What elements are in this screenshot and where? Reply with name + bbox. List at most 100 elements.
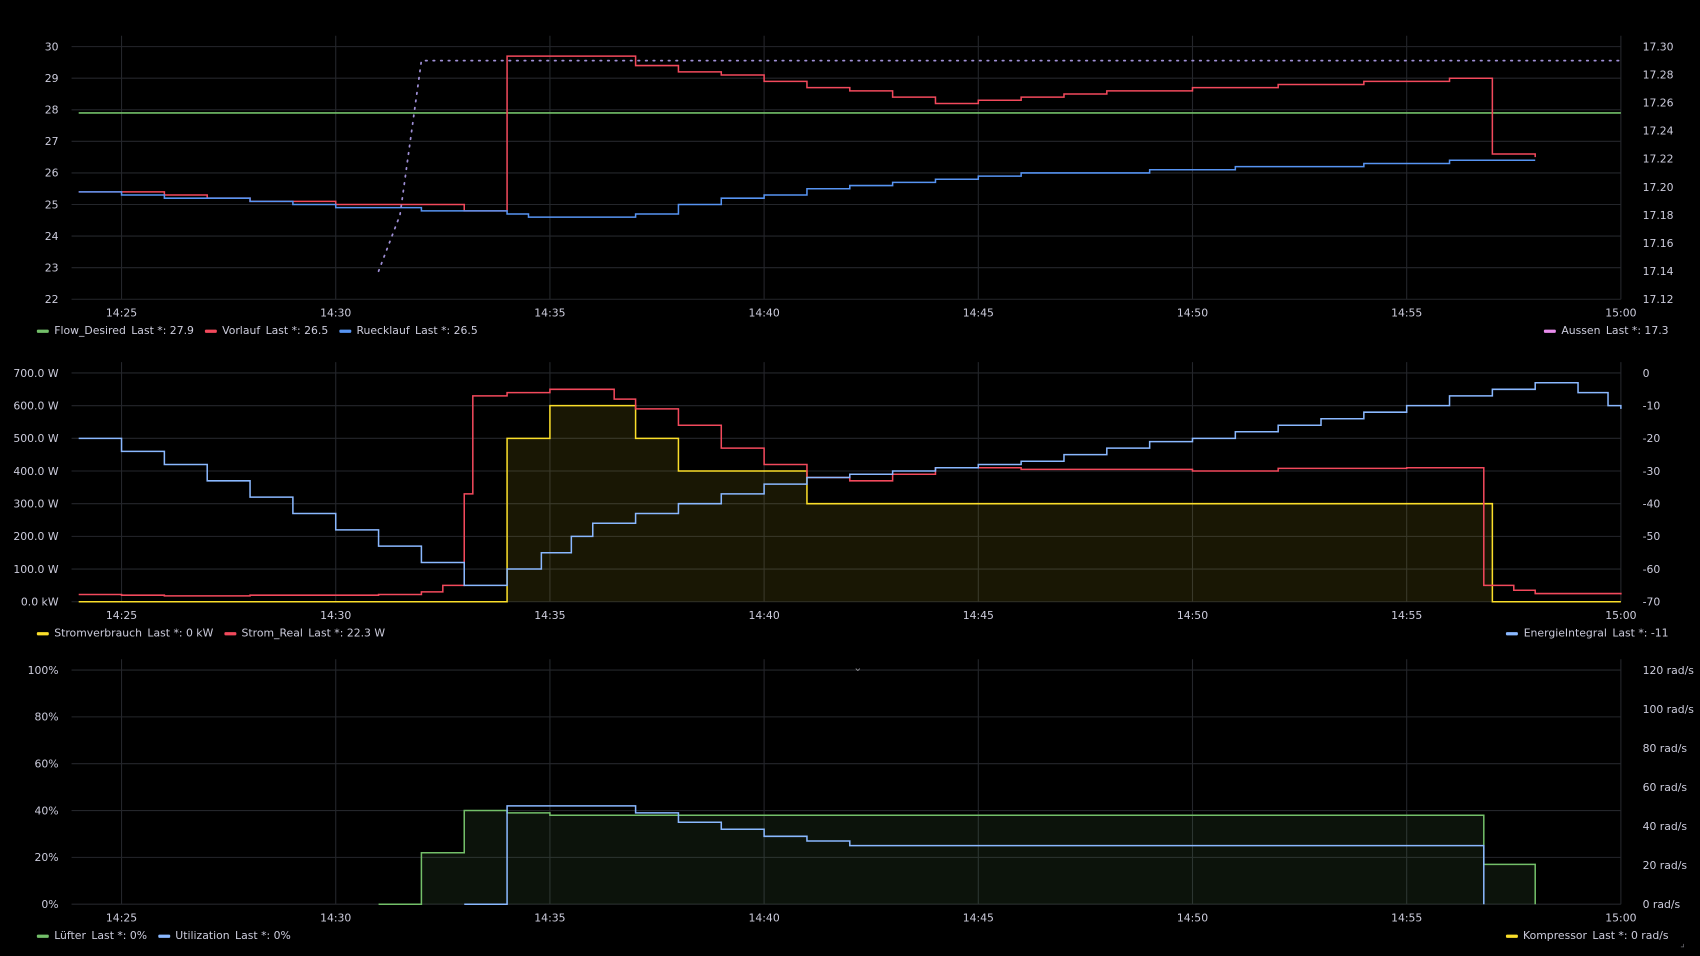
x-tick-label: 14:40 bbox=[749, 609, 780, 622]
y-right-tick-label: 17.22 bbox=[1643, 153, 1674, 166]
legend-series-name: Ruecklauf bbox=[356, 324, 410, 337]
y-left-tick-label: 80% bbox=[34, 711, 58, 724]
y-right-tick-label: 17.14 bbox=[1643, 265, 1674, 278]
legend-item-energieintegral[interactable]: EnergieIntegral Last *: -11 bbox=[1506, 627, 1669, 640]
x-tick-label: 14:25 bbox=[106, 912, 137, 925]
legend-item-stromverbrauch[interactable]: Stromverbrauch Last *: 0 kW bbox=[36, 627, 214, 640]
y-left-tick-label: 60% bbox=[34, 758, 58, 771]
legend-swatch bbox=[36, 934, 49, 938]
series-ruecklauf[interactable] bbox=[78, 159, 1536, 218]
x-tick-label: 14:55 bbox=[1391, 912, 1422, 925]
legend-item-vorlauf[interactable]: Vorlauf Last *: 26.5 bbox=[204, 324, 329, 337]
legend-swatch bbox=[224, 631, 237, 635]
y-right-tick-label: 17.30 bbox=[1643, 40, 1674, 53]
x-tick-label: 14:50 bbox=[1177, 307, 1208, 320]
y-right-tick-label: -70 bbox=[1643, 596, 1661, 609]
y-right-tick-label: -50 bbox=[1643, 530, 1661, 543]
legend-last-value: Last *: -11 bbox=[1612, 627, 1669, 640]
legend-swatch bbox=[1505, 934, 1518, 938]
x-tick-label: 14:25 bbox=[106, 609, 137, 622]
y-left-tick-label: 20% bbox=[34, 851, 58, 864]
legend-item-flow-desired[interactable]: Flow_Desired Last *: 27.9 bbox=[36, 324, 194, 337]
legend-last-value: Last *: 27.9 bbox=[131, 324, 194, 337]
legend-item-ruecklauf[interactable]: Ruecklauf Last *: 26.5 bbox=[339, 325, 478, 337]
legend-series-name: Vorlauf bbox=[222, 324, 261, 337]
y-left-tick-label: 28 bbox=[45, 104, 59, 117]
panel-1: 22 23 24 25 26 27 28 29 30 17.12 17.14 17.16 17.18 17… bbox=[45, 35, 1674, 320]
x-tick-label: 15:00 bbox=[1605, 912, 1636, 925]
series-vorlauf[interactable] bbox=[78, 55, 1536, 212]
y-left-tick-label: 700.0 W bbox=[13, 367, 58, 380]
legend-item-kompressor[interactable]: Kompressor Last *: 0 rad/s bbox=[1505, 929, 1669, 942]
series-aussen[interactable] bbox=[377, 59, 1622, 273]
legend-left: Flow_Desired Last *: 27.9 Vorlauf Last *: 2… bbox=[36, 323, 478, 338]
y-left-tick-label: 24 bbox=[45, 230, 59, 243]
series-energieintegral[interactable] bbox=[78, 382, 1622, 587]
y-right-tick-label: -40 bbox=[1643, 497, 1661, 510]
legend-series-name: Flow_Desired bbox=[54, 324, 126, 337]
x-tick-label: 14:35 bbox=[534, 912, 565, 925]
legend-series-name: Utilization bbox=[175, 929, 230, 942]
y-right-tick-label: 20 rad/s bbox=[1643, 859, 1688, 872]
legend-last-value: Last *: 26.5 bbox=[265, 324, 329, 337]
x-tick-label: 15:00 bbox=[1605, 609, 1636, 622]
y-right-tick-label: 40 rad/s bbox=[1643, 820, 1688, 833]
legend-last-value: Last *: 0 rad/s bbox=[1592, 929, 1669, 942]
legend-series-name: Aussen bbox=[1561, 324, 1601, 337]
legend-item-strom-real[interactable]: Strom_Real Last *: 22.3 W bbox=[224, 627, 385, 639]
legend-left: Stromverbrauch Last *: 0 kW Strom_Real Last… bbox=[36, 626, 385, 641]
legend-series-name: Stromverbrauch bbox=[54, 627, 142, 640]
y-left-tick-label: 23 bbox=[45, 261, 59, 274]
y-right-tick-label: 17.18 bbox=[1643, 209, 1674, 222]
x-tick-label: 14:50 bbox=[1177, 609, 1208, 622]
legend-last-value: Last *: 0% bbox=[91, 929, 148, 942]
panel-3: 0% 20% 40% 60% 80% 100% 0 rad/s 20 rad/s 40 rad/… bbox=[28, 659, 1695, 925]
y-left-tick-label: 22 bbox=[45, 293, 59, 306]
y-right-tick-label: 17.26 bbox=[1643, 97, 1674, 110]
chevron-down-icon[interactable]: ⌄ bbox=[853, 662, 863, 675]
x-tick-label: 14:30 bbox=[320, 912, 351, 925]
y-right-tick-label: 17.16 bbox=[1643, 237, 1674, 250]
legend-series-name: EnergieIntegral bbox=[1523, 627, 1607, 640]
x-tick-label: 14:40 bbox=[749, 307, 780, 320]
x-tick-label: 14:55 bbox=[1391, 307, 1422, 320]
y-right-tick-label: 17.12 bbox=[1643, 293, 1674, 306]
series-utilization[interactable] bbox=[464, 805, 1485, 905]
x-tick-label: 14:45 bbox=[963, 912, 994, 925]
y-left-tick-label: 0.0 kW bbox=[21, 596, 59, 609]
legend-item-utilization[interactable]: Utilization Last *: 0% bbox=[157, 929, 291, 942]
x-tick-label: 14:35 bbox=[534, 307, 565, 320]
y-right-tick-label: 120 rad/s bbox=[1643, 664, 1695, 677]
x-tick-label: 14:35 bbox=[534, 609, 565, 622]
y-right-tick-label: -10 bbox=[1643, 399, 1661, 412]
x-tick-label: 15:00 bbox=[1605, 307, 1636, 320]
legend-swatch bbox=[204, 329, 217, 333]
series-strom-real[interactable] bbox=[78, 388, 1622, 597]
legend-series-name: Kompressor bbox=[1523, 929, 1587, 942]
legend-last-value: Last *: 0% bbox=[235, 929, 291, 942]
legend-swatch bbox=[36, 329, 49, 333]
y-left-tick-label: 200.0 W bbox=[13, 530, 58, 543]
y-left-tick-label: 100.0 W bbox=[13, 563, 58, 576]
x-tick-label: 14:30 bbox=[320, 307, 351, 320]
y-left-tick-label: 600.0 W bbox=[13, 399, 58, 412]
legend-last-value: Last *: 0 kW bbox=[147, 627, 214, 640]
legend-item-lufter[interactable]: Lüfter Last *: 0% bbox=[36, 929, 148, 942]
legend-item-aussen[interactable]: Aussen Last *: 17.3 bbox=[1543, 324, 1669, 337]
y-right-tick-label: -30 bbox=[1643, 465, 1661, 478]
x-tick-label: 14:45 bbox=[963, 609, 994, 622]
legend-swatch bbox=[36, 631, 49, 635]
y-left-tick-label: 500.0 W bbox=[13, 432, 58, 445]
x-tick-label: 14:30 bbox=[320, 609, 351, 622]
legend-swatch bbox=[157, 934, 170, 938]
y-left-tick-label: 100% bbox=[28, 664, 59, 677]
resize-handle-icon[interactable]: ⌟ bbox=[1680, 938, 1685, 950]
y-right-tick-label: 100 rad/s bbox=[1643, 703, 1695, 716]
x-tick-label: 14:45 bbox=[963, 307, 994, 320]
series-stromverbrauch[interactable] bbox=[78, 404, 1621, 603]
y-right-tick-label: -20 bbox=[1643, 432, 1661, 445]
legend-swatch bbox=[339, 329, 352, 333]
legend-right: Kompressor Last *: 0 rad/s bbox=[1505, 928, 1669, 943]
y-left-tick-label: 27 bbox=[45, 135, 59, 148]
